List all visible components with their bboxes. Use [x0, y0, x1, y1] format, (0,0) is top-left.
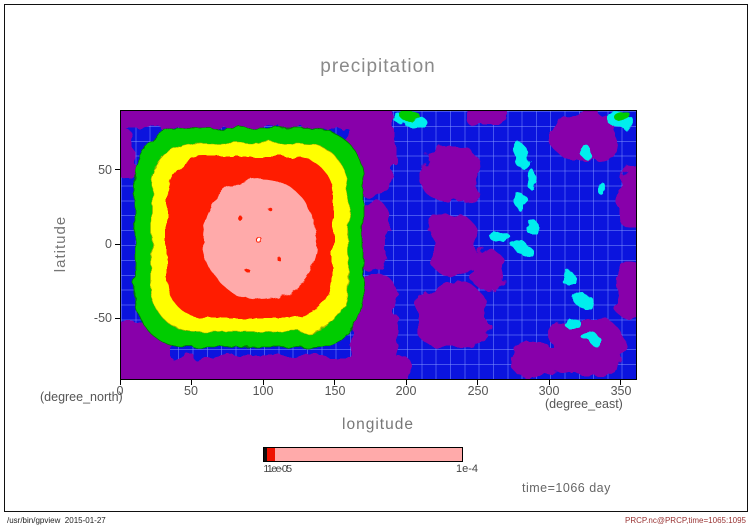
chart-title: precipitation	[320, 56, 436, 77]
x-tick-label: 50	[184, 384, 198, 398]
x-axis-tick	[263, 380, 264, 385]
y-axis-tick	[115, 244, 120, 245]
x-tick-label: 300	[538, 384, 560, 398]
contour-purple-minima	[121, 111, 636, 379]
contour-plot-svg	[121, 111, 636, 379]
y-axis-label: latitude	[52, 215, 69, 273]
x-axis-tick	[477, 380, 478, 385]
x-tick-label: 250	[467, 384, 489, 398]
x-tick-label: 100	[252, 384, 274, 398]
y-axis-tick	[115, 318, 120, 319]
y-tick-label: 0	[105, 237, 112, 251]
colorbar-max-label: 1e-4	[455, 463, 479, 475]
colorbar-segment	[275, 448, 462, 461]
x-axis-tick	[549, 380, 550, 385]
x-axis-tick	[120, 380, 121, 385]
figure-border-frame	[4, 4, 748, 512]
x-tick-label: 200	[395, 384, 417, 398]
contour-main-maximum	[134, 111, 631, 348]
y-tick-label: 50	[98, 163, 112, 177]
x-axis-tick	[620, 380, 621, 385]
colorbar-segments	[264, 448, 462, 461]
footer-data-source: PRCP.nc@PRCP,time=1065:1095	[624, 516, 746, 525]
x-tick-label: 350	[610, 384, 632, 398]
x-axis-unit: (degree_east)	[545, 397, 623, 411]
footer-command-line: /usr/bin/gpview 2015-01-27	[7, 516, 106, 525]
y-tick-label: -50	[93, 311, 112, 325]
y-axis-tick	[115, 169, 120, 170]
colorbar-min-label: 11ee-05	[263, 463, 292, 475]
y-axis-unit: (degree_north)	[40, 390, 123, 404]
x-axis-label: longitude	[342, 416, 414, 433]
x-axis-tick	[406, 380, 407, 385]
x-tick-label: 150	[324, 384, 346, 398]
x-tick-label: 0	[116, 384, 124, 398]
x-axis-tick	[334, 380, 335, 385]
colorbar-segment	[267, 448, 275, 461]
time-annotation: time=1066 day	[522, 481, 611, 495]
colorbar-segment	[264, 448, 267, 461]
colorbar	[263, 447, 463, 462]
plot-area	[120, 110, 637, 380]
x-axis-tick	[191, 380, 192, 385]
